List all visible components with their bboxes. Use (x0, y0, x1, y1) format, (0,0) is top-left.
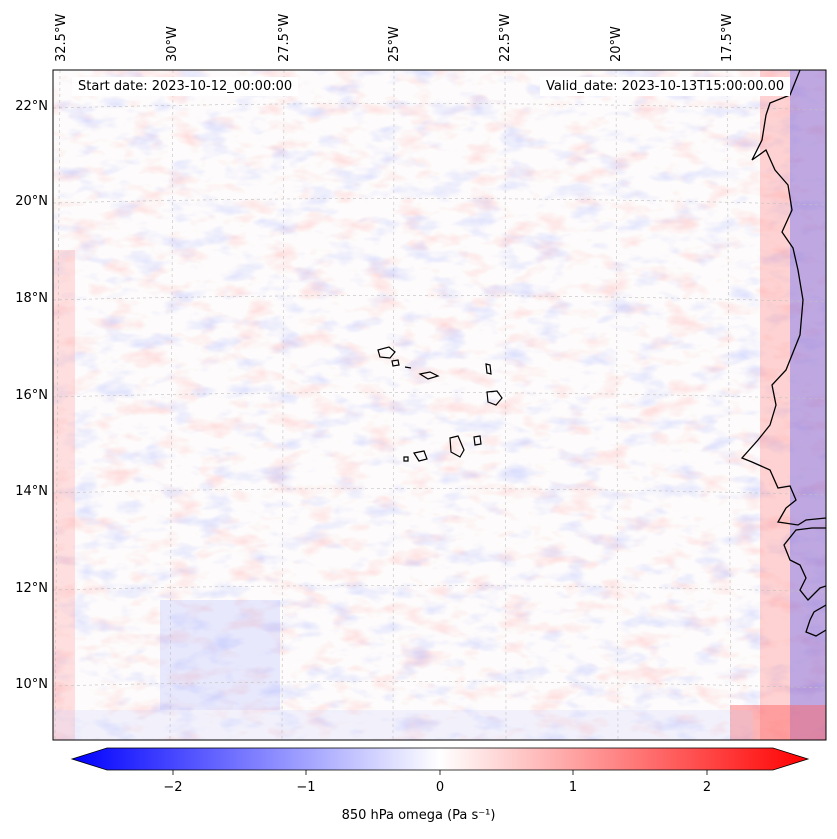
lat-label: 22°N (15, 99, 48, 114)
lon-label: 25°W (387, 26, 402, 62)
lon-label: 30°W (165, 26, 180, 62)
islands (377, 346, 503, 462)
colorbar-tick-label: 1 (568, 780, 578, 795)
valid-date-label: Valid_date: 2023-10-13T15:00:00.00 (540, 77, 791, 96)
start-date-label: Start date: 2023-10-12_00:00:00 (72, 77, 299, 96)
lat-label: 18°N (15, 291, 48, 306)
colorbar-ticks (172, 770, 708, 775)
lat-label: 14°N (15, 484, 48, 499)
lat-label: 10°N (15, 677, 48, 692)
lat-label: 16°N (15, 388, 48, 403)
lon-label: 27.5°W (277, 13, 292, 62)
colorbar-tick-label: 2 (702, 780, 712, 795)
colorbar (70, 747, 810, 775)
colorbar-label: 850 hPa omega (Pa s⁻¹) (341, 808, 496, 823)
colorbar-tick-label: 0 (435, 780, 445, 795)
lon-label: 22.5°W (498, 13, 513, 62)
lon-label: 20°W (609, 26, 624, 62)
lat-label: 20°N (15, 194, 48, 209)
map-frame (52, 69, 827, 741)
graticule (53, 70, 826, 740)
lon-label: 17.5°W (720, 13, 735, 62)
colorbar-tick-label: −2 (163, 780, 183, 795)
lat-label: 12°N (15, 581, 48, 596)
colorbar-tick-label: −1 (296, 780, 316, 795)
lon-label: 32.5°W (54, 13, 69, 62)
coastline (740, 70, 826, 637)
omega-field (53, 70, 826, 740)
